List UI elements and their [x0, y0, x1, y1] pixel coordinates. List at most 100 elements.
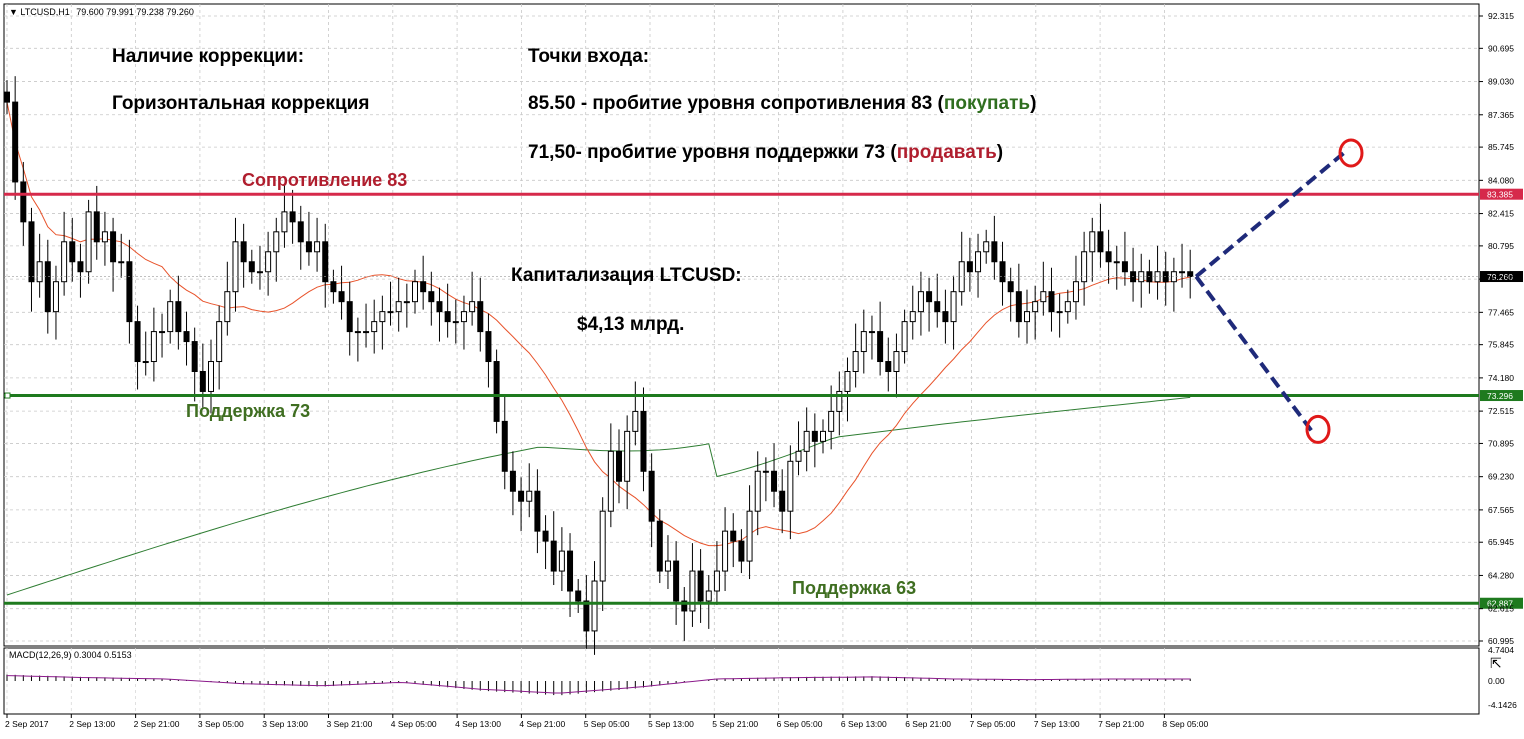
- levels[interactable]: 83.385 79.260 73.296 62.887: [4, 188, 1523, 609]
- candle-body: [232, 241, 239, 293]
- chart-arrow-icon[interactable]: ▼: [9, 7, 20, 17]
- candle-body: [452, 321, 459, 324]
- candle-body: [779, 490, 786, 512]
- candle-body: [762, 470, 769, 473]
- candle-body: [509, 470, 516, 492]
- x-tick-label: 3 Sep 13:00: [262, 719, 308, 729]
- candle-body: [142, 361, 149, 364]
- candle-body: [134, 321, 141, 363]
- y-tick-label: 79.130: [1488, 274, 1514, 284]
- macd-axis-label: 0.00: [1488, 676, 1505, 686]
- candle-body: [110, 231, 117, 263]
- candle-body: [868, 331, 875, 334]
- candles: [4, 76, 1194, 655]
- candle-body: [265, 251, 272, 273]
- y-tick-label: 69.230: [1488, 472, 1514, 482]
- y-tick-label: 62.615: [1488, 604, 1514, 614]
- candle-body: [412, 281, 418, 303]
- candle-body: [126, 261, 133, 323]
- current-price-tag-label: 79.260: [1487, 272, 1513, 282]
- candle-body: [469, 301, 476, 313]
- y-tick-label: 72.515: [1488, 406, 1514, 416]
- support63-price-tag-label: 62.887: [1487, 599, 1513, 609]
- y-tick-label: 65.945: [1488, 537, 1514, 547]
- candle-body: [542, 530, 549, 542]
- candle-body: [860, 331, 867, 353]
- candle-body: [746, 510, 753, 562]
- candle-body: [1089, 231, 1096, 253]
- candle-body: [811, 430, 818, 442]
- candle-body: [1024, 311, 1030, 323]
- candle-body: [485, 331, 492, 363]
- candle-body: [216, 321, 223, 363]
- x-tick-label: 6 Sep 13:00: [841, 719, 887, 729]
- x-tick-label: 8 Sep 05:00: [1162, 719, 1208, 729]
- candle-body: [428, 291, 435, 303]
- grid: [4, 4, 1479, 714]
- y-tick-label: 89.030: [1488, 77, 1514, 87]
- candle-body: [191, 341, 198, 373]
- correction-title: Наличие коррекции:: [112, 46, 305, 67]
- candle-body: [1032, 301, 1039, 313]
- candle-body: [591, 580, 598, 632]
- projection: [1194, 138, 1364, 444]
- macd-signal-line: [6, 675, 1191, 694]
- y-tick-label: 87.365: [1488, 110, 1514, 120]
- candle-body: [664, 560, 671, 572]
- y-tick-label: 60.995: [1488, 636, 1514, 646]
- candle-body: [624, 430, 631, 482]
- candle-body: [893, 351, 900, 373]
- candle-body: [803, 430, 810, 452]
- candle-body: [20, 181, 27, 223]
- x-tick-label: 7 Sep 13:00: [1034, 719, 1080, 729]
- candle-body: [713, 570, 720, 592]
- support73-anchor: [4, 392, 11, 399]
- candle-body: [150, 331, 157, 363]
- candle-body: [436, 301, 443, 313]
- candle-body: [991, 241, 998, 263]
- y-tick-label: 80.795: [1488, 241, 1514, 251]
- support63-label: Поддержка 63: [792, 578, 917, 598]
- candle-body: [1113, 261, 1120, 264]
- candle-body: [771, 470, 778, 492]
- candle-body: [656, 520, 663, 572]
- candle-body: [256, 271, 263, 274]
- sell-entry: 71,50- пробитие уровня поддержки 73 (про…: [528, 142, 1003, 164]
- candle-body: [183, 331, 190, 343]
- sell-word: продавать: [896, 142, 997, 163]
- candle-body: [28, 221, 35, 283]
- x-tick-label: 5 Sep 05:00: [584, 719, 630, 729]
- candle-body: [885, 361, 892, 373]
- current-price-tag: [1480, 271, 1523, 283]
- candle-body: [1187, 271, 1194, 278]
- candle-body: [966, 261, 973, 273]
- candle-body: [950, 291, 957, 323]
- x-tick-label: 4 Sep 21:00: [519, 719, 565, 729]
- x-axis: 2 Sep 2017 2 Sep 13:00 2 Sep 21:00 3 Sep 05…: [5, 714, 1209, 729]
- candle-body: [338, 291, 345, 303]
- candle-body: [460, 311, 467, 323]
- candle-body: [852, 351, 859, 373]
- candle-body: [44, 261, 51, 313]
- y-axis: 92.315 90.695 89.030 87.365 85.745 84.080 82.4…: [1479, 11, 1517, 710]
- candle-body: [403, 301, 410, 304]
- candle-body: [983, 241, 990, 253]
- y-tick-label: 85.745: [1488, 142, 1514, 152]
- candle-body: [1064, 301, 1071, 313]
- candle-body: [240, 241, 247, 263]
- y-tick-label: 70.895: [1488, 438, 1514, 448]
- y-tick-label: 64.280: [1488, 570, 1514, 580]
- candle-body: [1072, 281, 1079, 303]
- candle-body: [1121, 261, 1128, 273]
- candle-body: [69, 241, 76, 263]
- candle-body: [61, 241, 68, 283]
- candle-body: [1081, 251, 1088, 283]
- candle-body: [673, 560, 680, 602]
- candle-body: [640, 410, 647, 472]
- candle-body: [1040, 291, 1047, 303]
- candle-body: [795, 450, 802, 462]
- candle-body: [322, 241, 329, 283]
- candle-body: [93, 211, 100, 243]
- y-tick-label: 82.415: [1488, 209, 1514, 219]
